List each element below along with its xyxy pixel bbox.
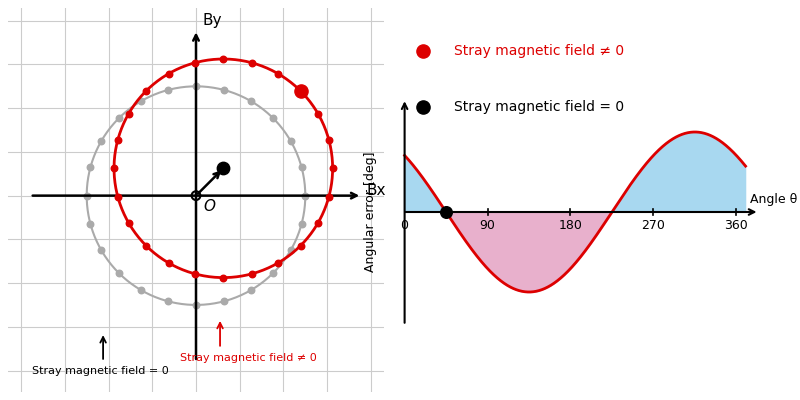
Point: [295, 164, 308, 170]
Point: [322, 137, 335, 143]
Point: [311, 220, 324, 226]
Point: [190, 83, 202, 90]
Text: 90: 90: [480, 219, 495, 232]
Text: 270: 270: [642, 219, 666, 232]
Text: O: O: [204, 199, 216, 214]
Text: Angle θ [deg]: Angle θ [deg]: [750, 194, 800, 206]
Point: [84, 221, 97, 227]
Point: [135, 287, 148, 294]
Point: [244, 98, 257, 104]
Point: [190, 302, 202, 308]
Text: Stray magnetic field = 0: Stray magnetic field = 0: [32, 366, 169, 376]
Point: [189, 271, 202, 277]
Point: [108, 165, 121, 172]
Point: [217, 274, 230, 281]
Point: [267, 270, 280, 276]
Point: [294, 242, 307, 249]
Point: [440, 209, 453, 215]
Text: Stray magnetic field ≠ 0: Stray magnetic field ≠ 0: [454, 44, 624, 58]
Point: [284, 247, 297, 254]
Point: [217, 56, 230, 62]
Point: [162, 87, 174, 93]
Point: [135, 98, 148, 104]
Point: [284, 138, 297, 144]
Point: [122, 110, 135, 117]
Point: [95, 247, 108, 254]
Point: [294, 88, 307, 94]
Point: [217, 165, 230, 172]
Point: [322, 193, 335, 200]
Text: Stray magnetic field = 0: Stray magnetic field = 0: [454, 100, 624, 114]
Point: [218, 298, 230, 304]
Point: [112, 115, 125, 122]
Text: Angular error [deg]: Angular error [deg]: [364, 152, 377, 272]
Point: [271, 260, 284, 266]
Point: [80, 192, 93, 199]
Text: Bx: Bx: [366, 183, 386, 198]
Text: 360: 360: [725, 219, 748, 232]
Point: [84, 164, 97, 170]
Point: [140, 88, 153, 94]
Point: [246, 271, 258, 277]
Point: [162, 70, 175, 77]
Text: Stray magnetic field ≠ 0: Stray magnetic field ≠ 0: [180, 353, 316, 363]
Point: [294, 88, 307, 94]
Text: By: By: [202, 13, 222, 28]
Point: [112, 270, 125, 276]
Point: [295, 221, 308, 227]
Point: [244, 287, 257, 294]
Point: [326, 165, 339, 172]
Point: [311, 110, 324, 117]
Point: [246, 60, 258, 66]
Point: [140, 242, 153, 249]
Point: [299, 192, 312, 199]
Point: [189, 60, 202, 66]
Point: [218, 87, 230, 93]
Text: 180: 180: [558, 219, 582, 232]
Point: [162, 260, 175, 266]
Point: [271, 70, 284, 77]
Point: [267, 115, 280, 122]
Point: [162, 298, 174, 304]
Point: [95, 138, 108, 144]
Text: 0: 0: [401, 219, 409, 232]
Point: [122, 220, 135, 226]
Point: [111, 137, 124, 143]
Point: [111, 193, 124, 200]
